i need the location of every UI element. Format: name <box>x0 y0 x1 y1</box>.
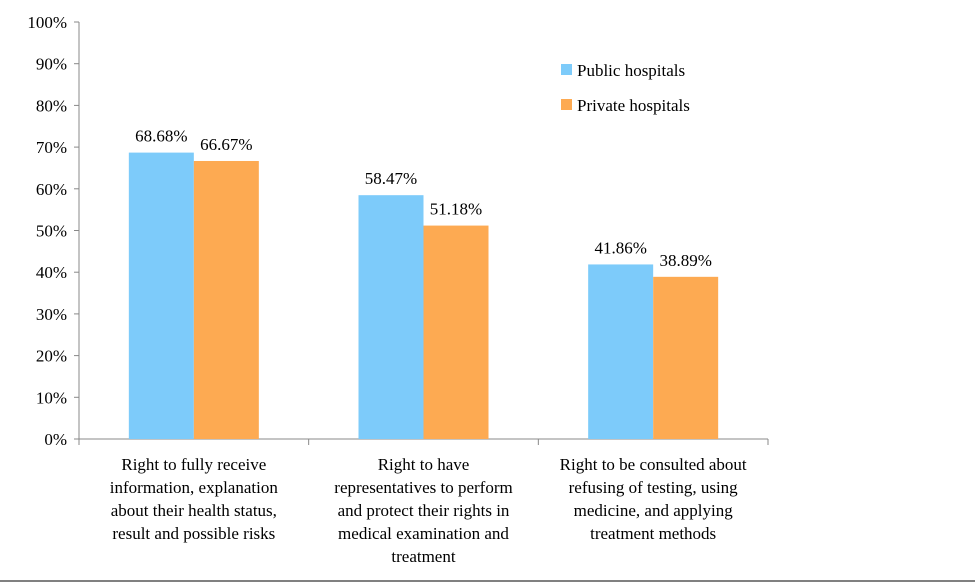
legend-swatch <box>561 64 572 75</box>
legend-swatch <box>561 99 572 110</box>
bar-public-1 <box>358 195 424 439</box>
y-tick-label: 30% <box>36 305 67 324</box>
x-axis <box>78 438 769 445</box>
y-tick-label: 50% <box>36 222 67 241</box>
category-label: Right to be consulted about refusing of t… <box>560 455 747 543</box>
data-label: 38.89% <box>659 251 711 270</box>
category-labels: Right to fully receive information, expla… <box>110 455 747 566</box>
legend-label: Public hospitals <box>577 61 685 80</box>
legend: Public hospitals Private hospitals <box>561 61 690 115</box>
bar-private-2 <box>653 276 719 439</box>
y-tick-label: 40% <box>36 263 67 282</box>
category-label: Right to have representatives to perform a… <box>334 455 512 566</box>
y-tick-label: 80% <box>36 96 67 115</box>
data-label: 66.67% <box>200 135 252 154</box>
y-tick-label: 10% <box>36 388 67 407</box>
data-label: 68.68% <box>135 127 187 146</box>
bar-private-0 <box>193 160 259 440</box>
y-axis: 0% 10% 20% 30% 40% 50% 60% 70% 80% 90% 100% <box>27 13 80 449</box>
bars <box>128 152 719 440</box>
y-tick-label: 20% <box>36 347 67 366</box>
data-label: 41.86% <box>594 238 646 257</box>
bar-public-2 <box>588 264 654 439</box>
y-tick-label: 0% <box>44 430 67 449</box>
category-label: Right to fully receive information, expla… <box>110 455 279 543</box>
bar-private-1 <box>423 225 489 439</box>
bar-public-0 <box>128 152 194 439</box>
y-tick-label: 100% <box>27 13 67 32</box>
data-label: 51.18% <box>430 200 482 219</box>
data-labels: 68.68% 66.67% 58.47% 51.18% 41.86% 38.89% <box>135 127 712 270</box>
y-tick-label: 70% <box>36 138 67 157</box>
data-label: 58.47% <box>365 169 417 188</box>
y-tick-label: 60% <box>36 180 67 199</box>
legend-label: Private hospitals <box>577 96 690 115</box>
y-tick-label: 90% <box>36 55 67 74</box>
